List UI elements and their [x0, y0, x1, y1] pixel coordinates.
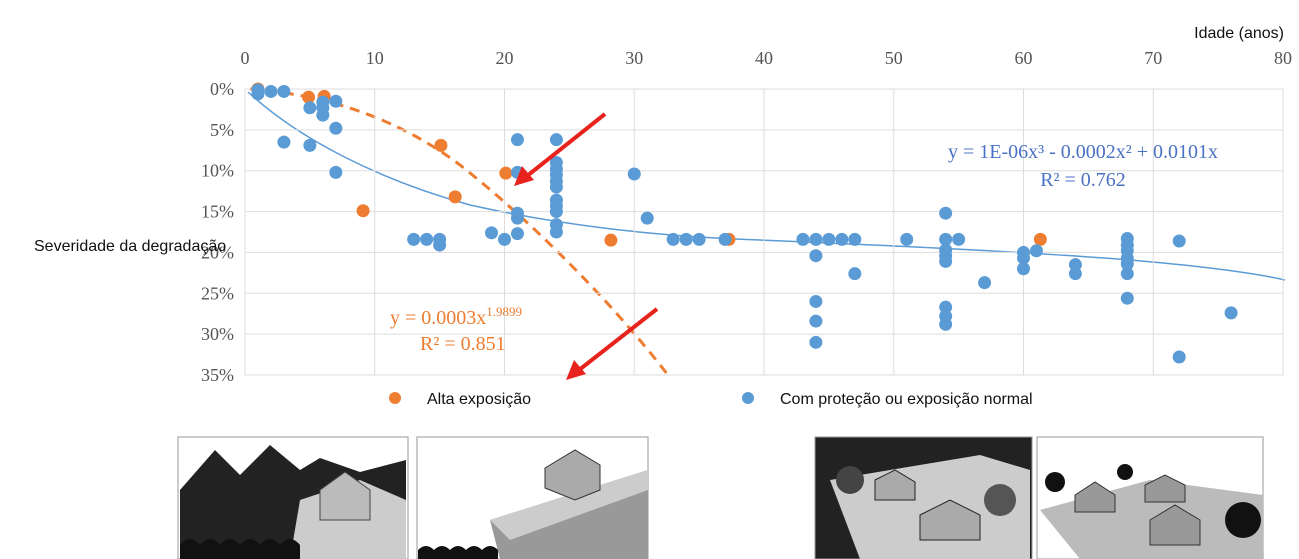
legend-label: Com proteção ou exposição normal: [780, 391, 1033, 408]
legend-marker: [389, 392, 401, 404]
scatter-point: [433, 239, 446, 252]
scatter-point: [1017, 262, 1030, 275]
y-tick-label: 15%: [201, 202, 234, 222]
x-tick-label: 60: [1015, 48, 1033, 68]
scatter-point: [939, 207, 952, 220]
illustration: [815, 437, 1032, 559]
scatter-point: [1034, 233, 1047, 246]
scatter-point: [511, 133, 524, 146]
scatter-point: [628, 167, 641, 180]
scatter-point: [485, 226, 498, 239]
scatter-point: [550, 226, 563, 239]
x-tick-label: 80: [1274, 48, 1292, 68]
scatter-point: [900, 233, 913, 246]
scatter-point: [329, 122, 342, 135]
scatter-point: [796, 233, 809, 246]
scatter-point: [822, 233, 835, 246]
scatter-point: [1121, 292, 1134, 305]
x-tick-label: 50: [885, 48, 903, 68]
scatter-point: [499, 167, 512, 180]
illustration: [178, 437, 408, 559]
scatter-point: [277, 85, 290, 98]
scatter-point: [809, 295, 822, 308]
x-axis-label: Idade (anos): [1194, 25, 1284, 42]
scatter-point: [277, 136, 290, 149]
legend-marker: [742, 392, 754, 404]
scatter-point: [1173, 351, 1186, 364]
y-tick-label: 35%: [201, 365, 234, 385]
scatter-point: [667, 233, 680, 246]
x-tick-label: 70: [1144, 48, 1162, 68]
scatter-point: [511, 212, 524, 225]
legend-label: Alta exposição: [427, 391, 531, 408]
scatter-point: [449, 190, 462, 203]
scatter-point: [329, 166, 342, 179]
scatter-point: [1225, 306, 1238, 319]
scatter-point: [264, 85, 277, 98]
y-axis-label: Severidade da degradação: [34, 238, 226, 255]
scatter-point: [303, 101, 316, 114]
y-tick-label: 25%: [201, 283, 234, 303]
scatter-point: [809, 233, 822, 246]
scatter-point: [434, 139, 447, 152]
illustration: [417, 437, 648, 559]
scatter-point: [939, 318, 952, 331]
scatter-point: [420, 233, 433, 246]
scatter-point: [809, 315, 822, 328]
y-tick-label: 10%: [201, 161, 234, 181]
scatter-point: [407, 233, 420, 246]
x-tick-label: 10: [366, 48, 384, 68]
scatter-point: [693, 233, 706, 246]
scatter-point: [511, 227, 524, 240]
orange-r2: R² = 0.851: [420, 333, 506, 355]
scatter-point: [316, 109, 329, 122]
scatter-point: [251, 87, 264, 100]
scatter-point: [550, 133, 563, 146]
scatter-point: [952, 233, 965, 246]
scatter-point: [978, 276, 991, 289]
orange-equation: y = 0.0003x1.9899: [390, 304, 522, 329]
page: 010203040506070800%5%10%15%20%25%30%35%I…: [0, 0, 1299, 559]
scatter-point: [498, 233, 511, 246]
blue-r2: R² = 0.762: [1040, 169, 1126, 191]
scatter-point: [719, 233, 732, 246]
scatter-point: [1121, 267, 1134, 280]
scatter-point: [1173, 234, 1186, 247]
orange-equation-exponent: 1.9899: [486, 304, 522, 319]
illustration: [1037, 437, 1263, 559]
scatter-point: [550, 205, 563, 218]
scatter-point: [809, 336, 822, 349]
y-tick-label: 30%: [201, 324, 234, 344]
orange-equation-base: y = 0.0003x: [390, 307, 486, 329]
scatter-point: [329, 95, 342, 108]
scatter-point: [848, 267, 861, 280]
scatter-point: [848, 233, 861, 246]
blue-equation: y = 1E-06x³ - 0.0002x² + 0.0101x: [948, 141, 1218, 163]
scatter-point: [357, 204, 370, 217]
x-tick-label: 20: [496, 48, 514, 68]
x-tick-label: 30: [625, 48, 643, 68]
scatter-point: [550, 181, 563, 194]
y-tick-label: 0%: [210, 79, 234, 99]
scatter-point: [809, 249, 822, 262]
x-tick-label: 0: [241, 48, 250, 68]
scatter-point: [939, 255, 952, 268]
scatter-point: [303, 139, 316, 152]
x-tick-label: 40: [755, 48, 773, 68]
y-tick-label: 5%: [210, 120, 234, 140]
scatter-point: [1069, 267, 1082, 280]
scatter-point: [641, 212, 654, 225]
scatter-point: [1030, 244, 1043, 257]
scatter-point: [835, 233, 848, 246]
scatter-point: [680, 233, 693, 246]
scatter-point: [604, 234, 617, 247]
